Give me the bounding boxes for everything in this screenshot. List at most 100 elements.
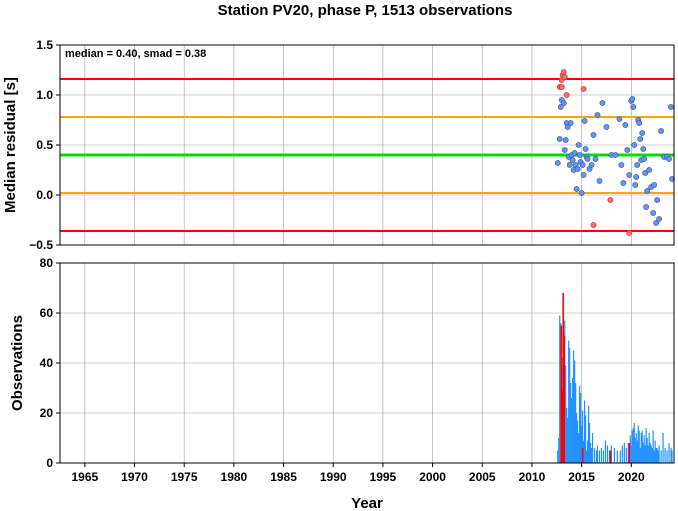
residual-point xyxy=(668,104,674,110)
residual-point xyxy=(636,120,643,126)
residual-point xyxy=(556,136,563,142)
residual-annotation: median = 0.40, smad = 0.38 xyxy=(65,48,206,60)
x-tick-label: 1985 xyxy=(270,470,297,484)
x-tick-label: 2010 xyxy=(519,470,546,484)
residual-point xyxy=(641,156,648,162)
residual-point xyxy=(651,182,658,188)
residual-point xyxy=(666,156,672,162)
residual-points xyxy=(554,69,675,236)
residual-point-outlier xyxy=(563,92,570,98)
residual-point xyxy=(574,166,581,172)
x-tick-label: 1980 xyxy=(221,470,248,484)
residual-point xyxy=(653,220,660,226)
x-tick-label: 2020 xyxy=(618,470,645,484)
x-tick-label: 1965 xyxy=(71,470,98,484)
residual-point-outlier xyxy=(560,69,567,75)
residual-y-tick-label: −0.5 xyxy=(29,238,53,252)
observations-y-tick-label: 40 xyxy=(40,356,54,370)
residual-point xyxy=(554,160,561,166)
residual-point xyxy=(644,188,651,194)
residual-point xyxy=(580,172,587,178)
residual-point xyxy=(634,162,641,168)
residual-point xyxy=(603,124,610,130)
residual-point xyxy=(624,147,631,153)
observations-y-tick-label: 80 xyxy=(40,256,54,270)
residual-point xyxy=(639,130,646,136)
residual-point xyxy=(567,120,574,126)
residual-point xyxy=(642,170,649,176)
residual-point xyxy=(612,152,619,158)
residual-point xyxy=(582,146,589,152)
observations-y-axis-title: Observations xyxy=(9,315,26,411)
x-tick-label: 1995 xyxy=(370,470,397,484)
observations-y-tick-label: 60 xyxy=(40,306,54,320)
residual-point xyxy=(564,124,571,130)
residual-point-outlier xyxy=(580,86,587,92)
residual-point xyxy=(561,147,568,153)
residual-y-tick-label: 1.0 xyxy=(36,88,53,102)
residual-panel: −0.5 0.0 0.5 1.0 1.5 median = 0.40, smad = 0… xyxy=(2,38,675,252)
residual-point xyxy=(594,112,601,118)
residual-point xyxy=(637,136,644,142)
residual-point xyxy=(643,204,650,210)
residual-point xyxy=(620,180,627,186)
residual-point xyxy=(590,132,597,138)
residual-point xyxy=(588,162,595,168)
residual-point xyxy=(581,118,588,124)
residual-point xyxy=(631,142,638,148)
residual-point xyxy=(592,156,599,162)
residual-y-tick-label: 0.5 xyxy=(36,138,53,152)
residual-point xyxy=(658,128,664,134)
residual-point-outlier xyxy=(607,197,614,203)
residual-point xyxy=(573,186,580,192)
residual-point xyxy=(656,216,662,222)
residual-point xyxy=(569,157,576,163)
residual-point xyxy=(633,174,640,180)
residual-point xyxy=(560,100,567,106)
residual-point xyxy=(584,156,591,162)
chart-title: Station PV20, phase P, 1513 observations xyxy=(218,2,513,19)
residual-point xyxy=(599,100,606,106)
residual-point xyxy=(632,182,639,188)
residual-point-outlier xyxy=(561,74,568,80)
residual-point xyxy=(576,152,583,158)
residual-point xyxy=(579,162,586,168)
x-tick-label: 2005 xyxy=(469,470,496,484)
x-tick-label: 1970 xyxy=(121,470,148,484)
residual-y-axis-title: Median residual [s] xyxy=(2,77,19,213)
residual-point xyxy=(571,150,578,156)
x-tick-label: 1975 xyxy=(171,470,198,484)
observations-x-ticks: 1965 1970 1975 1980 1985 1990 1995 2000 2005 2010… xyxy=(71,463,645,484)
observations-y-ticks: 0 20 40 60 80 xyxy=(40,256,60,470)
residual-point xyxy=(622,122,629,128)
x-tick-label: 2015 xyxy=(568,470,595,484)
residual-point xyxy=(596,178,603,184)
residual-point xyxy=(618,162,625,168)
observations-panel: 0 20 40 60 80 1965 1970 1975 1980 1985 1990 1995 20… xyxy=(9,256,675,511)
residual-point-outlier xyxy=(558,84,565,90)
residual-point xyxy=(575,142,582,148)
observations-bars xyxy=(557,293,673,463)
x-axis-title: Year xyxy=(351,495,383,511)
residual-point xyxy=(616,116,623,122)
x-tick-label: 2000 xyxy=(419,470,446,484)
residual-point xyxy=(630,104,637,110)
residual-point xyxy=(566,162,573,168)
residual-y-ticks: −0.5 0.0 0.5 1.0 1.5 xyxy=(29,38,60,252)
residual-point xyxy=(629,96,636,102)
residual-point xyxy=(578,190,585,196)
residual-point xyxy=(654,197,661,203)
residual-point xyxy=(640,146,647,152)
observations-y-tick-label: 0 xyxy=(46,456,53,470)
residual-point xyxy=(557,104,564,110)
residual-point xyxy=(626,172,633,178)
residual-y-tick-label: 1.5 xyxy=(36,38,53,52)
residual-point xyxy=(646,167,653,173)
residual-y-tick-label: 0.0 xyxy=(36,188,53,202)
residual-point xyxy=(562,137,569,143)
x-tick-label: 1990 xyxy=(320,470,347,484)
residual-point-outlier xyxy=(590,222,597,228)
observations-y-tick-label: 20 xyxy=(40,406,54,420)
residual-point xyxy=(669,176,675,182)
